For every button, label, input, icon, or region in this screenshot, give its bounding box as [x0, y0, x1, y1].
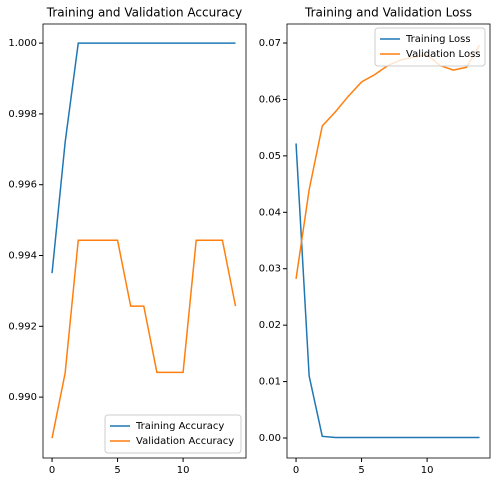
y-tick-label: 0.04 [259, 207, 281, 218]
y-tick-label: 0.06 [259, 94, 281, 105]
chart-title: Training and Validation Loss [304, 6, 472, 20]
y-tick-label: 0.990 [8, 392, 37, 403]
series-line [51, 239, 237, 439]
y-tick-label: 0.996 [8, 180, 37, 191]
x-tick-label: 10 [421, 465, 434, 476]
y-tick-label: 0.992 [8, 321, 37, 332]
axes-frame [42, 23, 247, 459]
y-tick-label: 0.03 [259, 264, 281, 275]
y-tick-label: 0.05 [259, 151, 281, 162]
y-tick-label: 0.00 [259, 433, 281, 444]
legend-box [374, 27, 486, 67]
x-tick-label: 5 [114, 465, 120, 476]
y-tick-label: 0.998 [8, 109, 37, 120]
legend-label: Validation Loss [406, 49, 481, 60]
y-tick-label: 1.000 [8, 38, 37, 49]
y-tick-label: 0.07 [259, 38, 281, 49]
axes-frame [286, 23, 491, 459]
x-tick-label: 0 [49, 465, 55, 476]
legend-label: Validation Accuracy [136, 436, 234, 447]
x-tick-label: 5 [358, 465, 364, 476]
series-line [295, 143, 480, 439]
x-tick-label: 10 [177, 465, 190, 476]
x-tick-label: 0 [293, 465, 299, 476]
y-tick-label: 0.994 [8, 251, 37, 262]
y-tick-label: 0.02 [259, 320, 281, 331]
series-line [51, 42, 236, 274]
legend-label: Training Accuracy [135, 421, 224, 432]
chart-title: Training and Validation Accuracy [46, 6, 242, 20]
y-tick-label: 0.01 [259, 377, 281, 388]
legend-label: Training Loss [405, 34, 471, 45]
series-line [295, 44, 481, 280]
legend-box [104, 414, 242, 454]
